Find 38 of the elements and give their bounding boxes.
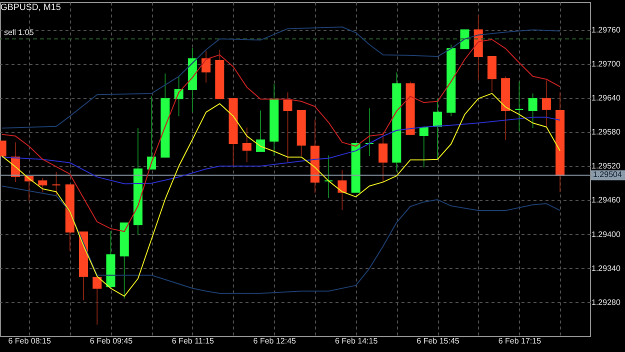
ref-line-label: 1.29504 xyxy=(593,170,622,180)
candlestick xyxy=(202,50,211,84)
ref-line-label: sell 1.05 xyxy=(4,28,34,37)
y-tick-label: 1.29340 xyxy=(592,264,621,273)
x-tick-label: 6 Feb 14:15 xyxy=(334,336,378,346)
y-tick-label: 1.29580 xyxy=(592,128,621,137)
candlestick xyxy=(147,96,156,170)
candlestick xyxy=(364,108,374,156)
x-tick-label: 6 Feb 08:15 xyxy=(8,336,52,346)
y-tick-label: 1.29280 xyxy=(592,298,621,307)
y-tick-label: 1.29460 xyxy=(592,196,621,205)
candlestick xyxy=(460,29,470,50)
y-tick-label: 1.29520 xyxy=(592,162,621,171)
candlestick xyxy=(378,132,388,183)
line-series xyxy=(1,92,561,297)
candlestick xyxy=(38,178,48,193)
x-tick-label: 6 Feb 17:15 xyxy=(498,336,542,346)
candlestick xyxy=(528,92,538,129)
y-tick-label: 1.29400 xyxy=(592,230,621,239)
x-tick-label: 6 Feb 12:45 xyxy=(253,336,297,346)
x-tick-label: 6 Feb 15:45 xyxy=(416,336,460,346)
candlestick xyxy=(324,154,334,198)
x-tick-label: 6 Feb 11:15 xyxy=(172,336,215,346)
y-tick-label: 1.29760 xyxy=(592,25,621,34)
candlestick xyxy=(52,171,61,197)
candlestick xyxy=(92,276,102,326)
candlestick xyxy=(256,110,266,152)
x-tick-label: 6 Feb 09:45 xyxy=(90,336,134,346)
candlestick xyxy=(338,170,347,210)
candlestick xyxy=(419,127,428,168)
y-tick-label: 1.29700 xyxy=(592,59,621,68)
candlestick xyxy=(487,56,496,92)
y-tick-label: 1.29640 xyxy=(592,93,621,102)
candlestick xyxy=(542,80,551,128)
candlestick xyxy=(514,81,524,132)
candlestick xyxy=(433,98,442,160)
candlestick xyxy=(283,92,292,163)
candlestick xyxy=(242,127,252,163)
